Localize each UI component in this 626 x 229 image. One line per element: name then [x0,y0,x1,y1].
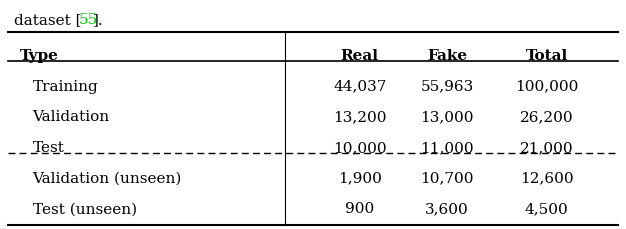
Text: 12,600: 12,600 [520,171,573,185]
Text: 4,500: 4,500 [525,202,568,215]
Text: 55: 55 [78,13,98,27]
Text: Test (unseen): Test (unseen) [33,202,136,215]
Text: Fake: Fake [427,49,467,63]
Text: Total: Total [526,49,568,63]
Text: 900: 900 [345,202,374,215]
Text: Validation: Validation [33,110,110,124]
Text: 13,000: 13,000 [420,110,474,124]
Text: 26,200: 26,200 [520,110,573,124]
Text: Type: Type [20,49,59,63]
Text: Validation (unseen): Validation (unseen) [33,171,182,185]
Text: Real: Real [341,49,379,63]
Text: 3,600: 3,600 [425,202,469,215]
Text: 100,000: 100,000 [515,79,578,93]
Text: Test: Test [33,140,64,154]
Text: 11,000: 11,000 [420,140,474,154]
Text: 21,000: 21,000 [520,140,573,154]
Text: 10,000: 10,000 [333,140,386,154]
Text: dataset [: dataset [ [14,13,81,27]
Text: 44,037: 44,037 [333,79,386,93]
Text: ].: ]. [93,13,103,27]
Text: 55,963: 55,963 [421,79,474,93]
Text: 13,200: 13,200 [333,110,386,124]
Text: 1,900: 1,900 [338,171,382,185]
Text: 10,700: 10,700 [420,171,474,185]
Text: Training: Training [33,79,98,93]
